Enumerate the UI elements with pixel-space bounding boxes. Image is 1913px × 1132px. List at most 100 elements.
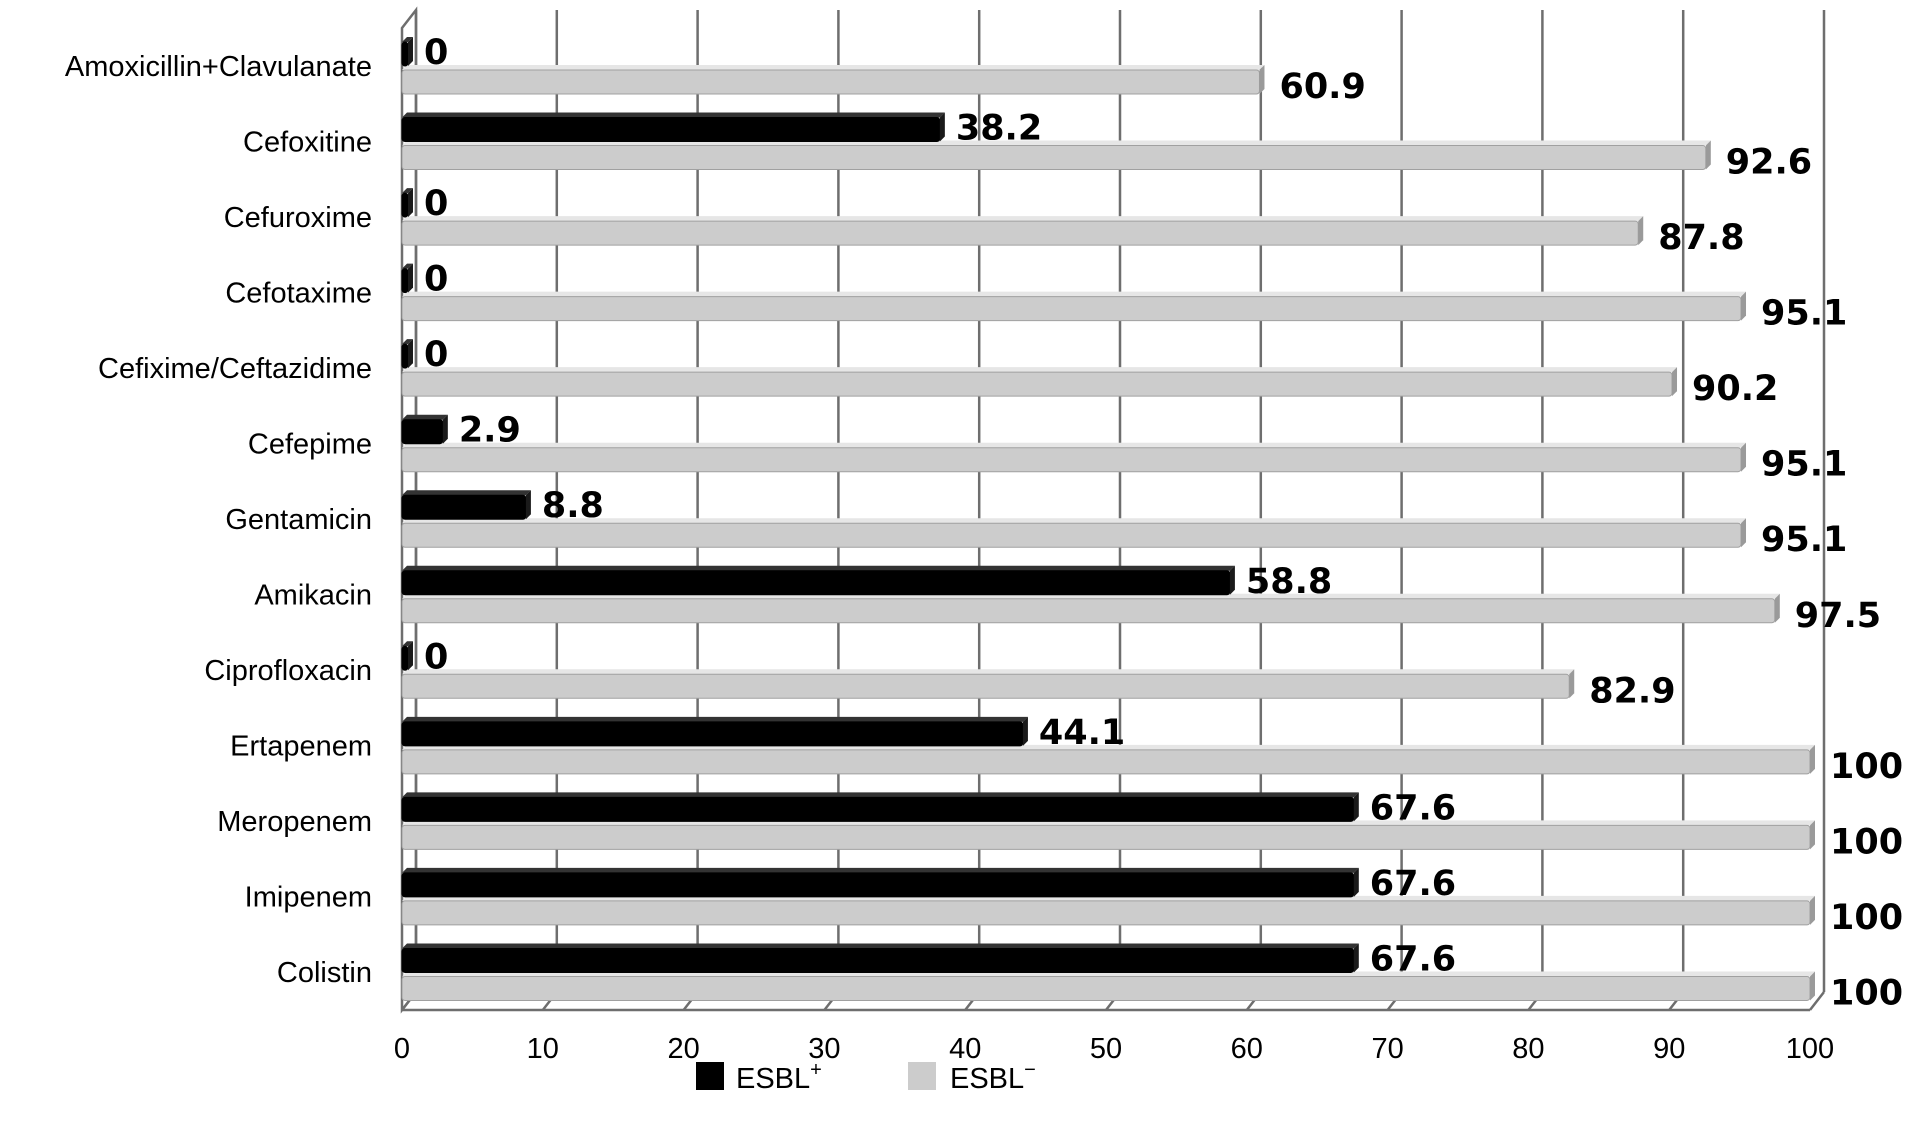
category-label: Cefotaxime: [225, 277, 372, 309]
x-tick-label: 70: [1371, 1033, 1403, 1065]
bar-esbl-positive-end: [408, 188, 413, 218]
bar-esbl-negative-top: [402, 65, 1265, 70]
bar-esbl-negative-face: [401, 447, 1742, 473]
bar-esbl-negative-end: [1774, 593, 1780, 623]
bar-esbl-positive-top: [402, 943, 1359, 949]
bar-esbl-negative-face: [401, 673, 1570, 699]
bar-esbl-negative-end: [1638, 216, 1644, 246]
bar-esbl-positive: [401, 867, 1359, 898]
bar-esbl-positive: [401, 188, 413, 218]
bar-esbl-positive: [401, 792, 1359, 822]
bar-esbl-positive-top: [402, 716, 1028, 722]
bar-esbl-negative: [401, 367, 1678, 397]
legend-sup-esbl-positive: +: [810, 1059, 822, 1081]
bar-esbl-positive-top: [402, 490, 531, 496]
bar-esbl-positive: [401, 414, 448, 445]
bar-esbl-negative-face: [401, 145, 1707, 171]
data-label-esbl-negative: 97.5: [1795, 596, 1881, 636]
legend-label-esbl-positive: ESBL+: [736, 1059, 822, 1095]
data-label-esbl-negative: 100: [1830, 973, 1903, 1013]
bar-esbl-negative-end: [1705, 140, 1711, 170]
category-label: Cefixime/Ceftazidime: [98, 353, 372, 385]
bar-esbl-negative-face: [401, 296, 1742, 322]
data-label-esbl-negative: 100: [1830, 747, 1903, 787]
data-label-esbl-negative: 92.6: [1726, 143, 1812, 183]
category-label: Meropenem: [217, 806, 372, 838]
data-label-esbl-negative: 95.1: [1761, 520, 1847, 560]
bar-esbl-negative-end: [1741, 291, 1747, 321]
bar-esbl-positive-face: [401, 343, 409, 369]
data-label-esbl-positive: 67.6: [1370, 788, 1456, 828]
bar-esbl-negative-face: [401, 371, 1673, 397]
bar-esbl-positive-top: [402, 339, 413, 345]
bar-esbl-positive: [401, 641, 413, 671]
data-label-esbl-positive: 58.8: [1246, 562, 1332, 602]
bar-esbl-negative-end: [1810, 820, 1815, 850]
data-label-esbl-negative: 60.9: [1279, 67, 1365, 107]
data-label-esbl-positive: 67.6: [1370, 864, 1456, 904]
bar-esbl-positive-face: [401, 872, 1355, 898]
data-label-esbl-positive: 44.1: [1039, 713, 1125, 753]
bar-esbl-positive: [401, 112, 945, 143]
bar-esbl-positive-end: [1229, 565, 1235, 595]
bar-esbl-negative-end: [1741, 442, 1747, 472]
bar-esbl-positive: [401, 565, 1235, 596]
legend-swatch-esbl-positive: [696, 1062, 724, 1090]
data-label-esbl-positive: 8.8: [542, 486, 604, 526]
bar-esbl-negative-end: [1741, 518, 1747, 548]
data-label-esbl-negative: 95.1: [1761, 445, 1847, 485]
bar-esbl-positive-top: [402, 792, 1359, 798]
data-label-esbl-negative: 82.9: [1589, 671, 1675, 711]
bar-esbl-negative: [401, 216, 1644, 246]
bar-esbl-negative-top: [402, 367, 1678, 373]
bar-esbl-negative-top: [402, 216, 1644, 222]
bar-esbl-positive-top: [402, 867, 1359, 873]
bar-esbl-positive-face: [401, 41, 409, 67]
bar-esbl-positive-top: [402, 414, 448, 420]
legend-label-esbl-negative: ESBL−: [950, 1059, 1036, 1095]
bar-esbl-negative-top: [402, 669, 1575, 675]
category-label: Cefepime: [248, 428, 372, 460]
data-label-esbl-negative: 100: [1830, 898, 1903, 938]
bar-esbl-positive-face: [401, 570, 1231, 596]
bar-esbl-negative-face: [401, 975, 1811, 1001]
x-tick-label: 20: [667, 1033, 699, 1065]
bar-esbl-positive-end: [1353, 867, 1359, 897]
bar-esbl-positive-top: [402, 37, 413, 42]
bar-esbl-negative: [401, 971, 1815, 1001]
bar-esbl-negative-top: [402, 518, 1747, 524]
bar-esbl-positive-face: [401, 419, 444, 445]
data-label-esbl-negative: 95.1: [1761, 294, 1847, 334]
data-label-esbl-positive: 67.6: [1370, 939, 1456, 979]
category-label: Imipenem: [245, 882, 372, 914]
bar-esbl-positive-face: [401, 947, 1355, 973]
data-label-esbl-negative: 90.2: [1692, 369, 1778, 409]
bar-esbl-negative-face: [401, 522, 1742, 548]
category-label: Amoxicillin+Clavulanate: [65, 51, 372, 83]
bar-esbl-positive-end: [1353, 943, 1359, 973]
bar-esbl-negative-end: [1259, 65, 1265, 94]
bar-esbl-negative-end: [1569, 669, 1575, 699]
bar-esbl-positive-face: [401, 721, 1024, 747]
category-label: Ciprofloxacin: [204, 655, 372, 687]
legend-swatch-esbl-negative: [908, 1062, 936, 1090]
category-label: Cefoxitine: [243, 126, 372, 158]
bar-esbl-negative-face: [401, 900, 1811, 926]
bar-esbl-negative-face: [401, 598, 1776, 624]
category-label: Colistin: [277, 957, 372, 989]
bar-esbl-negative-face: [401, 69, 1260, 95]
x-tick-label: 10: [527, 1033, 559, 1065]
bar-esbl-negative-face: [401, 749, 1811, 775]
bar-esbl-positive: [401, 37, 413, 67]
bar-esbl-positive-end: [408, 339, 413, 369]
bar-esbl-positive-face: [401, 117, 941, 143]
bar-esbl-positive-top: [402, 641, 413, 647]
category-label: Amikacin: [254, 580, 372, 612]
bar-esbl-positive-end: [1353, 792, 1359, 822]
bar-esbl-negative-end: [1810, 744, 1815, 774]
bar-esbl-negative-face: [401, 824, 1811, 850]
x-tick-label: 60: [1231, 1033, 1263, 1065]
legend-sup-esbl-negative: −: [1024, 1059, 1036, 1081]
data-label-esbl-negative: 87.8: [1658, 218, 1744, 258]
